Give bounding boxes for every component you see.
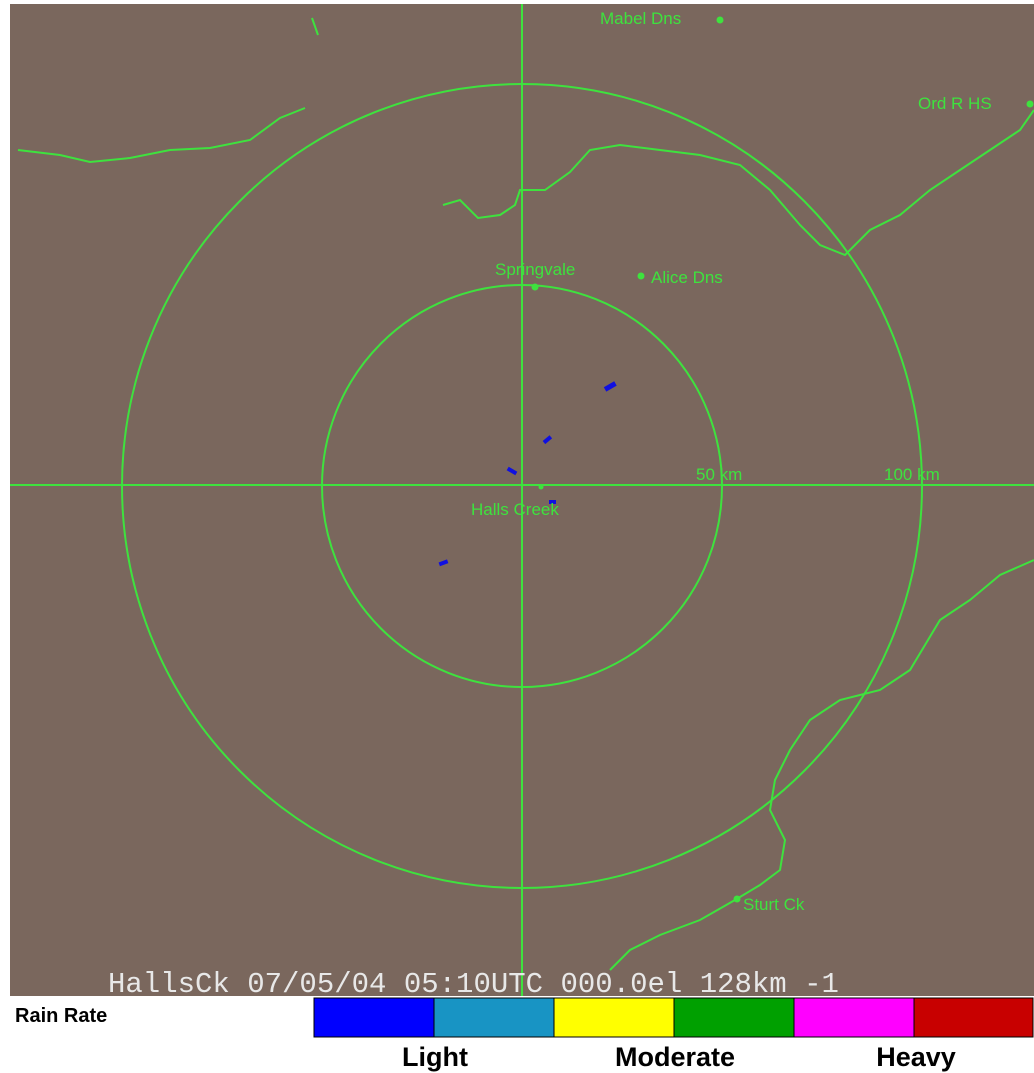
place-dot <box>717 17 724 24</box>
legend-title: Rain Rate <box>15 1005 107 1027</box>
legend-swatch <box>674 998 794 1037</box>
place-label: Alice Dns <box>651 268 723 287</box>
place-dot <box>734 896 741 903</box>
legend-level: Heavy <box>876 1042 956 1072</box>
place-label: Sturt Ck <box>743 895 805 914</box>
place-dot <box>638 273 645 280</box>
place-label: Springvale <box>495 260 575 279</box>
legend-swatch <box>314 998 434 1037</box>
place-dot <box>1027 101 1034 108</box>
legend-swatch <box>794 998 914 1037</box>
place-label: Ord R HS <box>918 94 992 113</box>
ring-label: 50 km <box>696 465 742 484</box>
radar-page: Mabel Dns Ord R HS Springvale Alice Dns … <box>0 0 1034 1073</box>
legend-level: Light <box>402 1042 468 1072</box>
place-label: Mabel Dns <box>600 9 681 28</box>
legend-level: Moderate <box>615 1042 735 1072</box>
place-dot <box>539 485 544 490</box>
legend-swatch <box>914 998 1033 1037</box>
place-label: Halls Creek <box>471 500 559 519</box>
legend-swatch <box>434 998 554 1037</box>
status-line: HallsCk 07/05/04 05:10UTC 000.0el 128km … <box>108 968 839 1001</box>
ring-label: 100 km <box>884 465 940 484</box>
place-dot <box>532 284 539 291</box>
legend-swatch <box>554 998 674 1037</box>
legend-bar <box>314 998 1033 1037</box>
